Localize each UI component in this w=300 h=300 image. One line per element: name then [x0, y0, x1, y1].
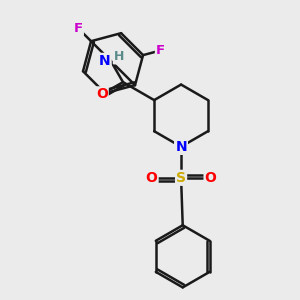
Text: O: O [96, 87, 108, 101]
Text: N: N [175, 140, 187, 154]
Text: F: F [156, 44, 165, 57]
Text: O: O [146, 171, 158, 185]
Text: F: F [74, 22, 83, 35]
Text: N: N [99, 54, 111, 68]
Text: S: S [176, 171, 186, 185]
Text: N: N [175, 140, 187, 154]
Text: H: H [114, 50, 124, 63]
Text: O: O [205, 171, 217, 185]
